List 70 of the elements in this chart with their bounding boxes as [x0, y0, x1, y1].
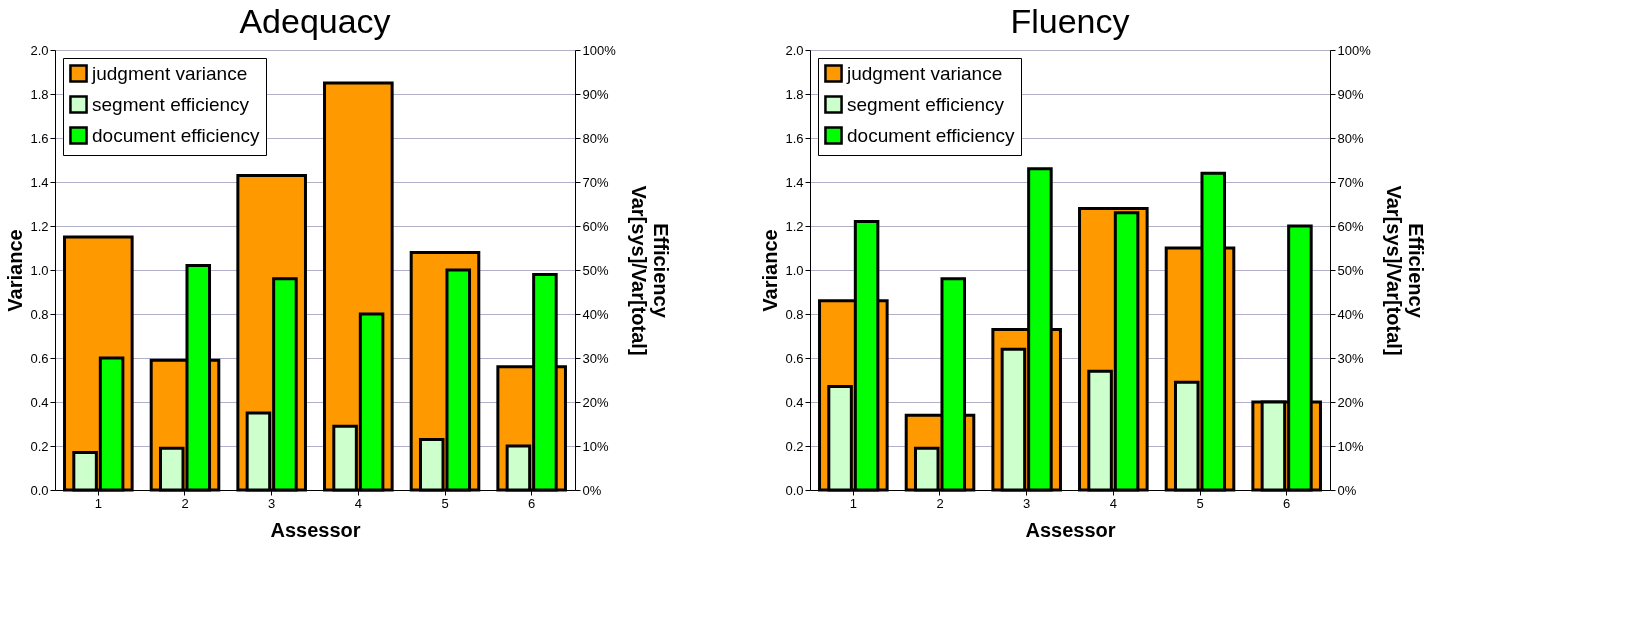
chart-title: Fluency: [1010, 2, 1130, 40]
y2-tick-label: 0%: [1337, 482, 1357, 498]
y2-tick-label: 40%: [1337, 306, 1364, 322]
y2-tick-label: 50%: [582, 262, 609, 278]
y2-tick-label: 40%: [582, 306, 609, 322]
y2-tick-label: 80%: [582, 130, 609, 146]
y-tick-label: 1.2: [785, 218, 804, 234]
y2-tick-label: 20%: [582, 394, 609, 410]
x-tick-label: 6: [1283, 495, 1291, 511]
y2-tick-label: 50%: [1337, 262, 1364, 278]
y-tick-label: 1.6: [30, 130, 49, 146]
y2-tick-label: 60%: [582, 218, 609, 234]
y-tick-label: 1.8: [30, 86, 49, 102]
x-tick-label: 1: [849, 495, 857, 511]
x-axis-title: Assessor: [1025, 518, 1116, 541]
x-tick-label: 1: [94, 495, 102, 511]
y-tick-label: 1.0: [785, 262, 804, 278]
legend-label: document efficiency: [92, 124, 261, 146]
y2-tick-label: 30%: [582, 350, 609, 366]
y-tick-label: 0.6: [30, 350, 49, 366]
y-tick-label: 2.0: [785, 42, 804, 58]
legend-label: judgment variance: [91, 62, 248, 84]
y-tick-label: 1.4: [785, 174, 804, 190]
legend-label: judgment variance: [846, 62, 1003, 84]
y-axis-title: Variance: [4, 229, 27, 312]
y2-tick-label: 20%: [1337, 394, 1364, 410]
y2-axis-title: Efficiency Var[sys]/Var[total]: [1382, 185, 1427, 356]
y2-tick-label: 80%: [1337, 130, 1364, 146]
y2-tick-label: 100%: [1337, 42, 1372, 58]
legend-label: segment efficiency: [92, 93, 250, 115]
x-tick-label: 2: [181, 495, 189, 511]
y2-tick-label: 90%: [1337, 86, 1364, 102]
y2-tick-label: 70%: [1337, 174, 1364, 190]
y-tick-label: 1.2: [30, 218, 49, 234]
y2-tick-label: 0%: [582, 482, 602, 498]
x-tick-label: 2: [936, 495, 944, 511]
y2-tick-label: 90%: [582, 86, 609, 102]
x-tick-label: 4: [1109, 495, 1117, 511]
y-tick-label: 1.4: [30, 174, 49, 190]
y2-tick-label: 70%: [582, 174, 609, 190]
y-tick-label: 0.8: [30, 306, 49, 322]
chart-title: Adequacy: [239, 2, 391, 40]
x-tick-label: 4: [354, 495, 362, 511]
y-tick-label: 1.8: [785, 86, 804, 102]
y-tick-label: 0.2: [30, 438, 49, 454]
y-tick-label: 0.4: [785, 394, 804, 410]
x-tick-label: 3: [1023, 495, 1031, 511]
y2-tick-label: 100%: [582, 42, 617, 58]
x-tick-label: 5: [1196, 495, 1204, 511]
x-tick-label: 3: [268, 495, 276, 511]
y-tick-label: 0.0: [785, 482, 804, 498]
y-tick-label: 0.0: [30, 482, 49, 498]
y-tick-label: 0.6: [785, 350, 804, 366]
y2-axis-title: Efficiency Var[sys]/Var[total]: [627, 185, 672, 356]
y2-tick-label: 60%: [1337, 218, 1364, 234]
y-axis-title: Variance: [759, 229, 782, 312]
y2-tick-label: 30%: [1337, 350, 1364, 366]
x-axis-title: Assessor: [270, 518, 361, 541]
y2-tick-label: 10%: [1337, 438, 1364, 454]
y-tick-label: 0.2: [785, 438, 804, 454]
y-tick-label: 0.4: [30, 394, 49, 410]
y-tick-label: 1.6: [785, 130, 804, 146]
y-tick-label: 1.0: [30, 262, 49, 278]
y-tick-label: 2.0: [30, 42, 49, 58]
x-tick-label: 5: [441, 495, 449, 511]
legend-label: segment efficiency: [847, 93, 1005, 115]
y2-tick-label: 10%: [582, 438, 609, 454]
legend-label: document efficiency: [847, 124, 1016, 146]
y-tick-label: 0.8: [785, 306, 804, 322]
x-tick-label: 6: [528, 495, 536, 511]
